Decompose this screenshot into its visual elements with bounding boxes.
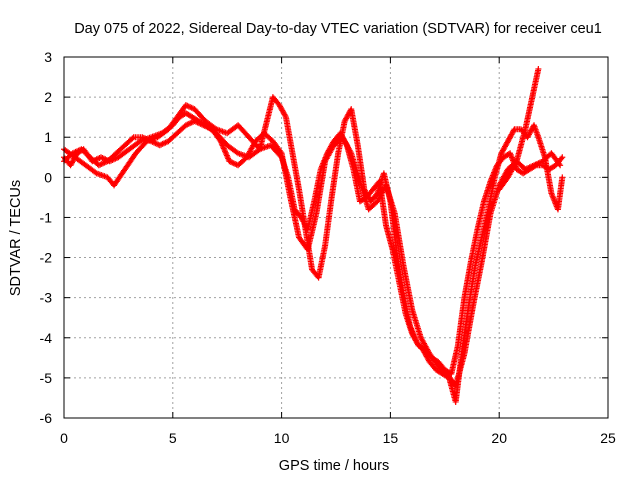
x-tick-label: 5	[169, 430, 177, 446]
y-tick-label: -3	[40, 290, 53, 306]
x-tick-label: 15	[383, 430, 399, 446]
data-point	[129, 135, 136, 142]
tick-labels: 0 5 10 15 20 25 -6 -5 -4 -3 -2 -1 0 1 2 3	[40, 49, 616, 446]
data-point	[558, 155, 565, 162]
y-tick-label: -4	[40, 330, 53, 346]
axis-ticks	[63, 56, 609, 419]
data-point	[559, 174, 566, 181]
y-tick-label: 1	[44, 129, 52, 145]
x-tick-label: 20	[491, 430, 507, 446]
chart-title: Day 075 of 2022, Sidereal Day-to-day VTE…	[74, 21, 602, 37]
data-points	[61, 66, 566, 405]
data-point	[282, 112, 289, 119]
y-tick-label: -2	[40, 250, 53, 266]
x-tick-label: 10	[274, 430, 290, 446]
y-tick-label: -6	[40, 410, 53, 426]
x-axis-label: GPS time / hours	[279, 458, 389, 474]
data-point	[277, 148, 284, 155]
y-axis-label: SDTVAR / TECUs	[8, 180, 24, 296]
x-tick-label: 25	[600, 430, 616, 446]
data-point	[557, 162, 564, 169]
x-tick-label: 0	[60, 430, 68, 446]
y-tick-label: 3	[44, 49, 52, 65]
data-point	[559, 154, 566, 161]
y-tick-label: -1	[40, 209, 53, 225]
data-point	[556, 160, 563, 167]
y-tick-label: 2	[44, 89, 52, 105]
data-point	[535, 66, 542, 73]
y-tick-label: -5	[40, 370, 53, 386]
y-tick-label: 0	[44, 169, 52, 185]
plot-frame	[63, 56, 609, 419]
